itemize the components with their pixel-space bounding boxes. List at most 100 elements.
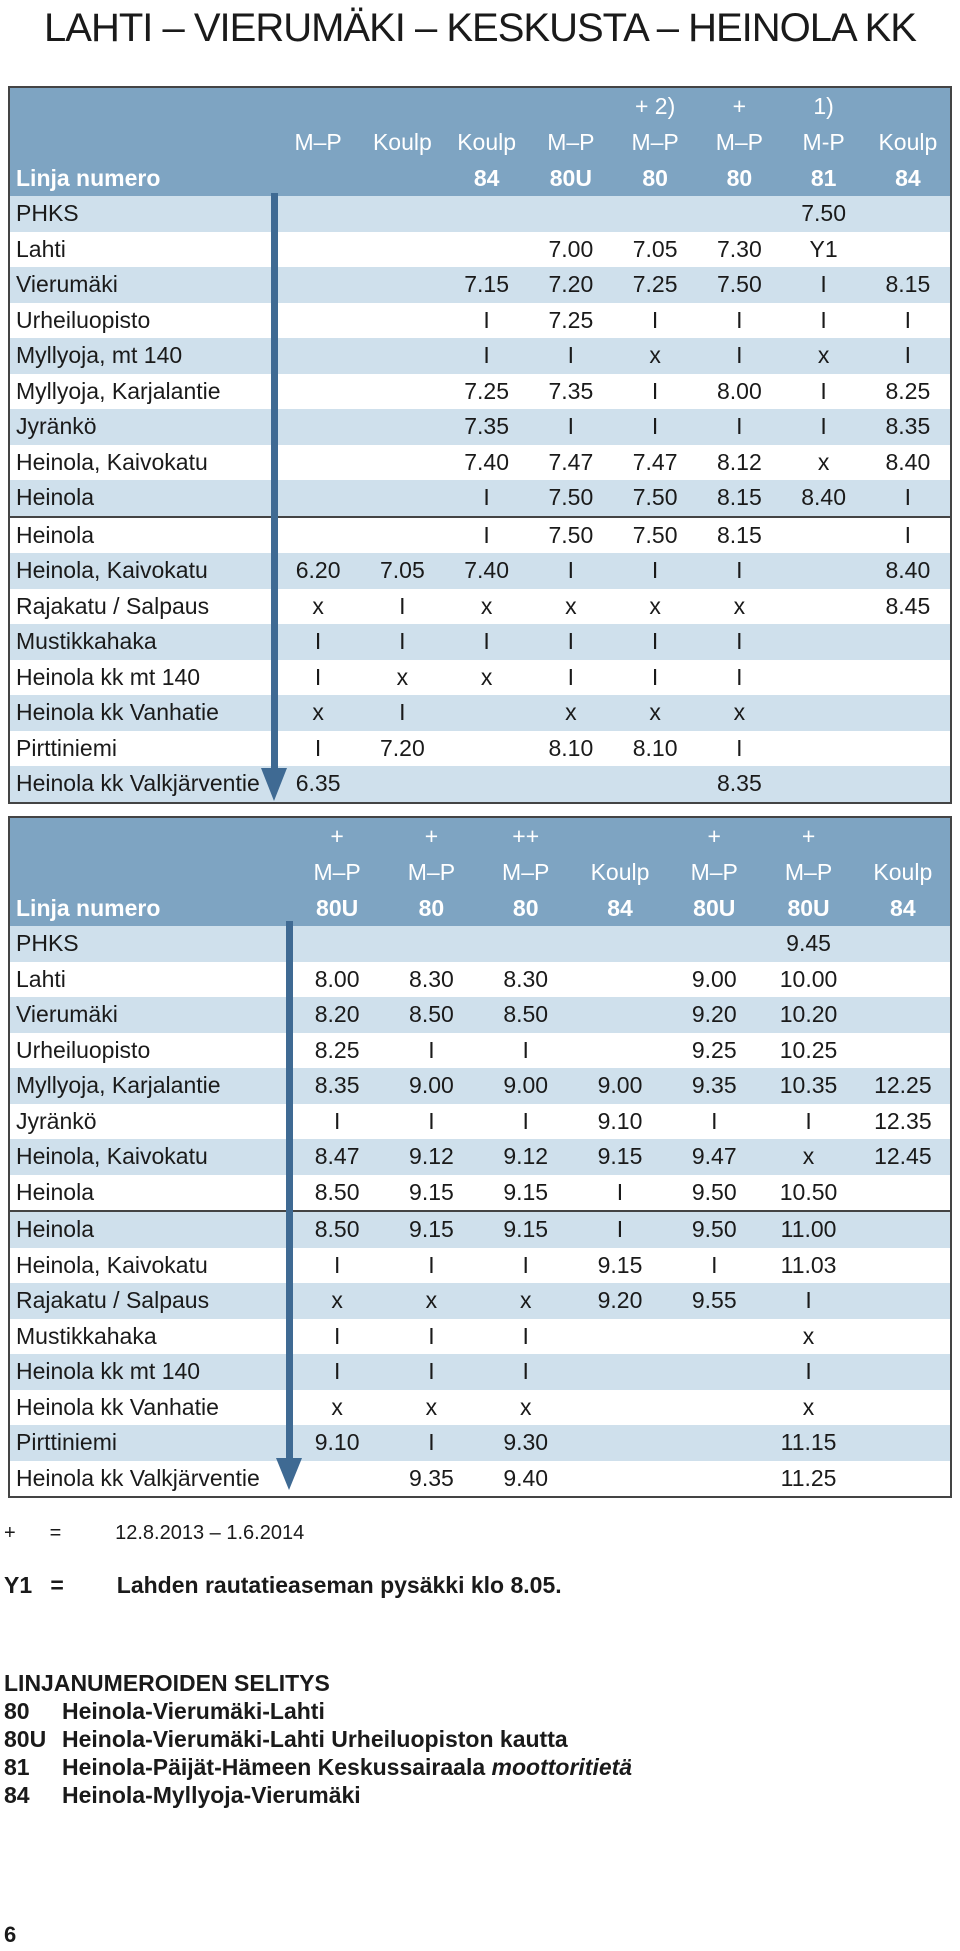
header-cell [276, 88, 361, 124]
departure-time: 10.35 [761, 1068, 856, 1104]
departure-time [856, 1461, 950, 1497]
stop-name: Heinola kk Vanhatie [16, 1393, 219, 1420]
departure-time: 6.20 [276, 553, 361, 589]
departure-time [856, 1033, 950, 1069]
departure-time [572, 1354, 668, 1390]
departure-time [444, 196, 529, 232]
page-title: LAHTI – VIERUMÄKI – KESKUSTA – HEINOLA K… [44, 6, 917, 50]
page-number: 6 [4, 1922, 17, 1947]
departure-time: I [820, 306, 827, 333]
legend-text: Heinola-Päijät-Hämeen Keskussairaala [62, 1754, 492, 1780]
header-cell: 84 [444, 160, 529, 196]
departure-time: I [616, 1178, 624, 1205]
departure-time [856, 1319, 950, 1355]
stop-name: Lahti [16, 235, 66, 262]
departure-time [276, 338, 361, 374]
departure-time: 9.00 [572, 1068, 668, 1104]
departure-time: 8.35 [697, 766, 782, 802]
stop-name: Heinola [10, 515, 276, 553]
header-cell: + [697, 88, 782, 124]
header-row: + + ++ + + [10, 818, 950, 854]
legend-code: 84 [4, 1782, 30, 1808]
departure-time: x [425, 1393, 438, 1420]
legend-item: 84 Heinola-Myllyoja-Vierumäki [4, 1781, 632, 1809]
departure-time: I [697, 409, 782, 445]
stop-name: PHKS [10, 926, 290, 962]
departure-time [856, 962, 950, 998]
stop-name: Heinola kk Valkjärventie [10, 766, 276, 802]
header-cell: + [667, 818, 762, 854]
departure-time [360, 480, 445, 517]
departure-time: I [399, 592, 406, 619]
departure-time: I [360, 695, 445, 731]
departure-time: 9.00 [478, 1068, 573, 1104]
departure-time: I [522, 1322, 529, 1349]
departure-time: I [384, 1354, 479, 1390]
table-row: Heinola kk Valkjärventie 9.35 9.40 11.25 [10, 1461, 950, 1497]
departure-time: 11.03 [780, 1251, 837, 1278]
departure-time: I [384, 1425, 479, 1461]
departure-time [855, 1210, 950, 1248]
departure-time [781, 553, 866, 589]
table-row: Mustikkahaka I I I I I I [10, 624, 950, 660]
stop-name: Jyränkö [16, 1107, 97, 1134]
header-cell: 84 [855, 890, 950, 926]
departure-time: 9.40 [503, 1464, 549, 1491]
departure-time [444, 695, 529, 731]
departure-time: 7.15 [444, 267, 529, 303]
header-cell: M–P [697, 124, 782, 160]
departure-time: I [333, 1107, 341, 1134]
header-cell: M–P [528, 124, 613, 160]
table-row: Jyränkö I I I 9.10 I I 12.35 [10, 1104, 950, 1140]
departure-time [573, 1461, 667, 1497]
stop-name: Vierumäki [10, 267, 276, 303]
departure-time: I [651, 377, 659, 404]
departure-time [855, 997, 950, 1033]
departure-time: 8.00 [716, 377, 762, 404]
header-cell: 84 [572, 890, 668, 926]
departure-time: I [478, 1354, 573, 1390]
departure-time: 9.10 [290, 1425, 385, 1461]
departure-time: 7.47 [548, 448, 594, 475]
departure-time: x [761, 1139, 856, 1175]
departure-time [276, 232, 360, 268]
departure-time: I [613, 553, 698, 589]
stop-name: Heinola, Kaivokatu [16, 1251, 208, 1278]
departure-time: I [761, 1283, 856, 1319]
header-cell: M–P [478, 854, 573, 890]
table-row: Heinola I 7.50 7.50 8.15 8.40 I [10, 480, 950, 517]
departure-time: 8.20 [290, 997, 385, 1033]
departure-time: x [528, 695, 613, 731]
header-cell: ++ [478, 818, 573, 854]
header-cell: 80U [290, 890, 385, 926]
header-label [10, 88, 276, 124]
header-cell: M–P [384, 854, 479, 890]
departure-time: I [865, 480, 950, 517]
departure-time: x [697, 695, 782, 731]
departure-time: I [567, 663, 575, 690]
departure-time [290, 926, 385, 962]
departure-time [276, 445, 360, 481]
departure-time: I [314, 663, 322, 690]
departure-time: I [483, 306, 490, 333]
footnote-plus: + = 12.8.2013 – 1.6.2014 [4, 1522, 305, 1544]
table-row: Pirttiniemi 9.10 I 9.30 11.15 [10, 1425, 950, 1461]
stop-name: Heinola, Kaivokatu [16, 448, 208, 475]
departure-time: I [572, 1210, 668, 1248]
departure-time [360, 374, 444, 410]
departure-time: 9.15 [572, 1139, 668, 1175]
stop-name: Myllyoja, mt 140 [10, 338, 276, 374]
stop-name: PHKS [10, 196, 276, 232]
departure-time: I [276, 624, 361, 660]
departure-time: I [290, 1354, 385, 1390]
departure-time [855, 1283, 950, 1319]
departure-time: 7.25 [548, 306, 594, 333]
stop-name: Lahti [16, 965, 66, 992]
departure-time [276, 409, 361, 445]
stop-name: Rajakatu / Salpaus [16, 592, 210, 619]
departure-time [572, 1425, 668, 1461]
departure-time: I [805, 1107, 812, 1134]
departure-time: 7.50 [613, 515, 698, 553]
departure-time: I [333, 1251, 341, 1278]
departure-time: 8.47 [290, 1139, 385, 1175]
